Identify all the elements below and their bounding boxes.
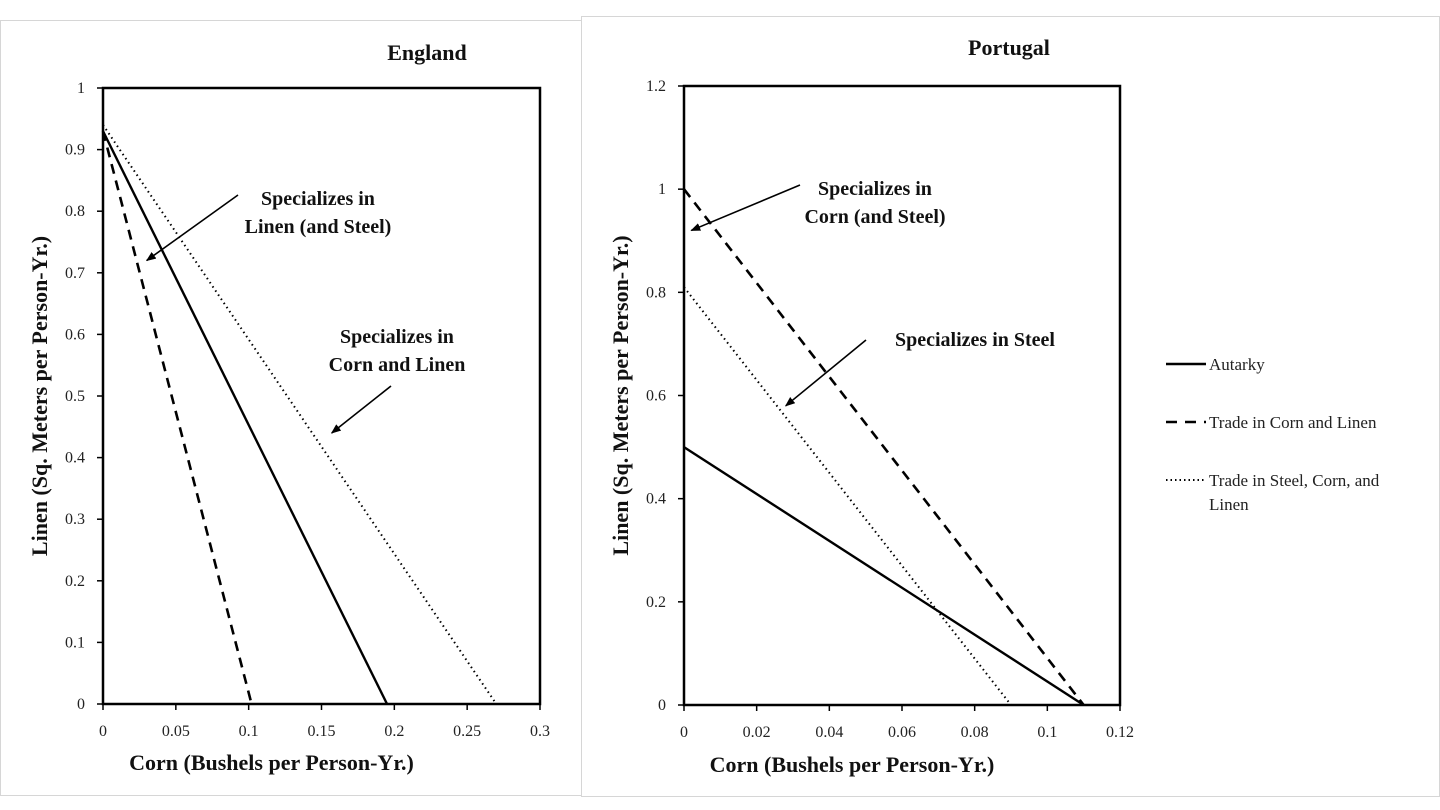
england-y-axis-label: Linen (Sq. Meters per Person-Yr.) [27, 236, 52, 556]
england-annotation-text: Specializes in Linen (and Steel) [245, 188, 392, 238]
portugal-annotation-arrow [784, 339, 867, 407]
portugal-x-tick-label: 0.02 [743, 724, 771, 741]
portugal-x-tick-label: 0.04 [815, 724, 843, 741]
england-y-tick-label: 0.4 [65, 450, 85, 467]
england-x-tick-label: 0.1 [239, 723, 259, 740]
legend-item-label: Trade in Corn and Linen [1209, 413, 1377, 432]
england-y-tick-label: 0.8 [65, 203, 85, 220]
england-y-tick-label: 0.3 [65, 511, 85, 528]
england-y-tick-label: 0.7 [65, 265, 85, 282]
portugal-y-tick-label: 0 [658, 697, 666, 714]
portugal-y-tick-label: 1 [658, 181, 666, 198]
portugal-y-tick-label: 1.2 [646, 78, 666, 95]
portugal-y-tick-label: 0.8 [646, 284, 666, 301]
portugal-series-dotted-line [683, 286, 1012, 706]
portugal-y-tick-label: 0.6 [646, 388, 666, 405]
england-y-tick-label: 0.9 [65, 142, 85, 159]
portugal-x-tick-label: 0.1 [1037, 724, 1057, 741]
england-x-tick-label: 0.3 [530, 723, 550, 740]
portugal-annotation-text: Specializes in Corn (and Steel) [804, 178, 945, 228]
portugal-x-tick-label: 0.06 [888, 724, 916, 741]
england-y-tick-label: 0 [77, 696, 85, 713]
portugal-x-tick-label: 0.12 [1106, 724, 1134, 741]
portugal-chart-title: Portugal [968, 35, 1050, 60]
england-x-tick-label: 0.15 [308, 723, 336, 740]
legend-item-label: Autarky [1209, 355, 1265, 374]
portugal-x-tick-label: 0 [680, 724, 688, 741]
england-plot-area [101, 86, 542, 706]
portugal-series-solid-line [683, 446, 1085, 707]
portugal-x-tick-label: 0.08 [961, 724, 989, 741]
england-chart: England 0 0.05 0.1 0.15 0.2 0.25 0.3 0 0.1 0.2 0.3 0… [27, 40, 550, 775]
england-y-tick-label: 1 [77, 80, 85, 97]
england-annotation-arrow [145, 194, 239, 262]
legend: Autarky Trade in Corn and Linen Trade in S… [1166, 355, 1380, 514]
portugal-plot-area [682, 84, 1122, 707]
england-x-tick-label: 0.05 [162, 723, 190, 740]
legend-item-label: Trade in Steel, Corn, and Linen [1209, 471, 1380, 514]
portugal-y-axis-label: Linen (Sq. Meters per Person-Yr.) [608, 235, 633, 555]
portugal-y-tick-label: 0.2 [646, 594, 666, 611]
portugal-annotation-arrow [690, 184, 801, 232]
england-x-tick-label: 0.2 [384, 723, 404, 740]
england-y-tick-label: 0.6 [65, 326, 85, 343]
england-series-solid-line [101, 130, 389, 705]
england-x-axis-label: Corn (Bushels per Person-Yr.) [129, 750, 414, 775]
england-chart-title: England [387, 40, 467, 65]
portugal-annotation-text: Specializes in Steel [895, 329, 1055, 351]
england-panel-frame [0, 20, 591, 796]
england-annotation-text: Specializes in Corn and Linen [329, 326, 466, 376]
england-x-tick-label: 0.25 [453, 723, 481, 740]
portugal-y-tick-label: 0.4 [646, 491, 666, 508]
england-annotation-arrow [330, 385, 392, 434]
portugal-chart: Portugal 0 0.02 0.04 0.06 0.08 0.1 0.12 0 0.2 0.4 0… [608, 35, 1134, 777]
england-y-tick-label: 0.1 [65, 634, 85, 651]
england-y-tick-label: 0.2 [65, 573, 85, 590]
portugal-x-axis-label: Corn (Bushels per Person-Yr.) [710, 752, 995, 777]
england-series-dashed-line [101, 130, 253, 705]
portugal-panel-frame [581, 16, 1440, 797]
england-x-tick-label: 0 [99, 723, 107, 740]
portugal-series-dashed-line [682, 188, 1085, 706]
england-y-tick-label: 0.5 [65, 388, 85, 405]
